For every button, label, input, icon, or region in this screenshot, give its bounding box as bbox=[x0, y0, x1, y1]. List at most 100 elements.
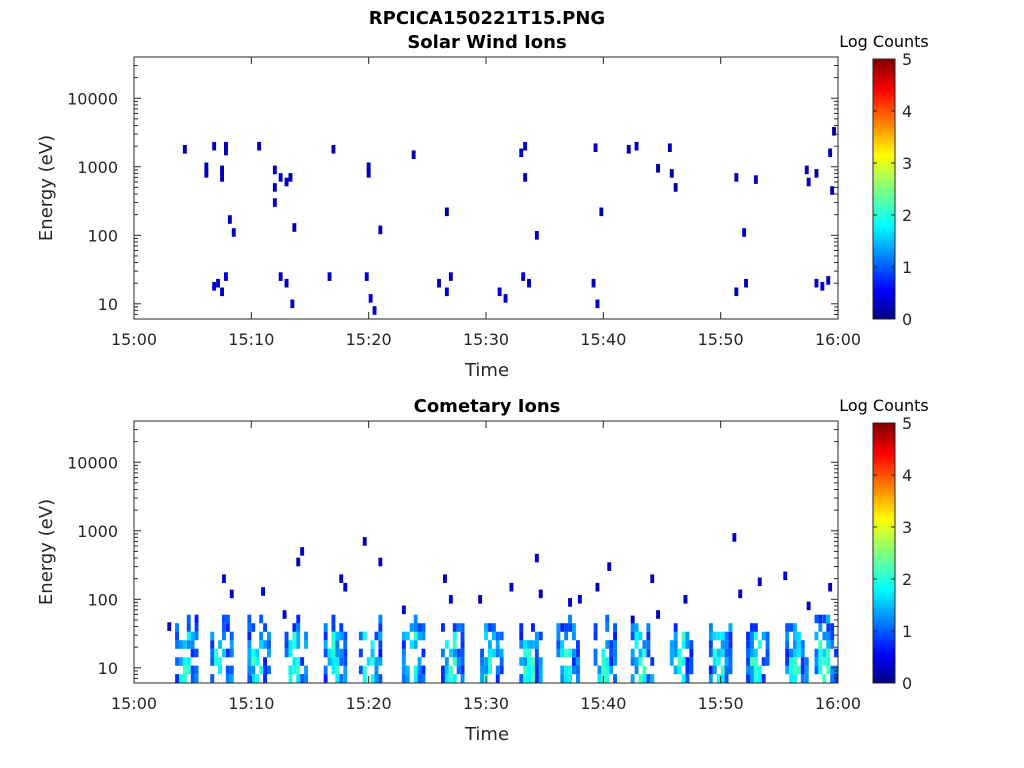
heatmap-cell bbox=[452, 640, 457, 649]
heatmap-cell bbox=[441, 674, 445, 683]
colorbar-label: Log Counts bbox=[839, 32, 929, 51]
heatmap-cell bbox=[753, 648, 758, 658]
heatmap-cell bbox=[263, 623, 267, 632]
heatmap-cell bbox=[374, 657, 379, 666]
heatmap-cell bbox=[568, 598, 572, 607]
heatmap-cell bbox=[335, 674, 340, 683]
heatmap-cell bbox=[175, 640, 179, 649]
heatmap-cell bbox=[806, 601, 811, 611]
heatmap-cell bbox=[499, 657, 504, 666]
x-tick-label: 15:00 bbox=[111, 330, 157, 349]
heatmap-cell bbox=[288, 674, 293, 683]
heatmap-cell bbox=[832, 127, 836, 136]
heatmap-cell bbox=[712, 631, 717, 641]
heatmap-cell bbox=[339, 631, 344, 641]
heatmap-cell bbox=[214, 657, 219, 666]
heatmap-cell bbox=[724, 665, 729, 675]
heatmap-cell bbox=[182, 674, 187, 683]
heatmap-cell bbox=[288, 173, 293, 182]
heatmap-cell bbox=[495, 631, 500, 641]
heatmap-cell bbox=[634, 623, 639, 632]
heatmap-cell bbox=[267, 640, 271, 649]
heatmap-cell bbox=[229, 640, 234, 649]
heatmap-cell bbox=[538, 657, 543, 666]
heatmap-cell bbox=[605, 674, 610, 683]
heatmap-cell bbox=[607, 562, 612, 571]
heatmap-cell bbox=[519, 623, 524, 632]
heatmap-cell bbox=[534, 231, 539, 240]
heatmap-cell bbox=[292, 223, 297, 232]
heatmap-cell bbox=[720, 674, 725, 683]
heatmap-cell bbox=[194, 665, 199, 675]
heatmap-cell bbox=[292, 640, 297, 649]
heatmap-cell bbox=[568, 665, 572, 675]
heatmap-cell bbox=[296, 674, 301, 683]
heatmap-cell bbox=[753, 657, 758, 666]
heatmap-cell bbox=[405, 631, 410, 641]
heatmap-cell bbox=[251, 674, 256, 683]
heatmap-cell bbox=[789, 657, 793, 666]
heatmap-cell bbox=[218, 657, 222, 666]
heatmap-cell bbox=[804, 165, 809, 175]
heatmap-cell bbox=[409, 623, 414, 632]
heatmap-cell bbox=[413, 674, 418, 683]
heatmap-cell bbox=[175, 674, 179, 683]
heatmap-cell bbox=[343, 657, 348, 666]
heatmap-cell bbox=[804, 657, 809, 666]
colorbar-ticks: 0 1 2 3 4 5 bbox=[873, 414, 912, 693]
heatmap-cell bbox=[186, 631, 191, 641]
axes: 15:00 15:10 15:20 15:30 15:40 15:50 16:00 10 100… bbox=[67, 420, 861, 713]
heatmap-cell bbox=[441, 648, 445, 658]
heatmap-cell bbox=[796, 648, 801, 658]
heatmap-cell bbox=[785, 657, 790, 666]
heatmap-cell bbox=[793, 631, 797, 641]
heatmap-cell bbox=[685, 674, 690, 683]
heatmap-cell bbox=[765, 648, 770, 658]
heatmap-cell bbox=[225, 648, 230, 658]
heatmap-cell bbox=[789, 674, 793, 683]
heatmap-cell bbox=[630, 631, 635, 641]
heatmap-cell bbox=[296, 631, 301, 641]
heatmap-cell bbox=[179, 674, 183, 683]
heatmap-cell bbox=[734, 287, 739, 297]
heatmap-cell bbox=[296, 557, 301, 567]
heatmap-cell bbox=[593, 657, 598, 666]
heatmap-cell bbox=[576, 640, 580, 649]
heatmap-cell bbox=[292, 665, 297, 675]
heatmap-cell bbox=[560, 640, 565, 649]
heatmap-cell bbox=[327, 657, 332, 666]
heatmap-cell bbox=[785, 648, 790, 658]
heatmap-cell bbox=[689, 657, 694, 666]
heatmap-cell bbox=[601, 648, 606, 658]
heatmap-cell bbox=[405, 665, 410, 675]
heatmap-cell bbox=[491, 631, 496, 641]
heatmap-cell bbox=[523, 640, 528, 649]
heatmap-cell bbox=[523, 648, 528, 658]
heatmap-cell bbox=[826, 640, 831, 649]
heatmap-cell bbox=[190, 648, 195, 658]
x-tick-label: 15:50 bbox=[698, 694, 744, 713]
colorbar-tick-label: 4 bbox=[902, 102, 912, 121]
colorbar-tick-label: 2 bbox=[902, 206, 912, 225]
heatmap-cell bbox=[804, 674, 809, 683]
heatmap-cell bbox=[826, 631, 831, 641]
heatmap-cell bbox=[444, 657, 449, 666]
heatmap-cell bbox=[304, 631, 308, 641]
heatmap-cell bbox=[272, 183, 277, 192]
heatmap-cell bbox=[689, 648, 694, 658]
heatmap-cell bbox=[212, 141, 217, 151]
heatmap-cell bbox=[417, 631, 422, 641]
heatmap-cell bbox=[175, 631, 179, 641]
heatmap-cell bbox=[746, 640, 750, 649]
heatmap-cell bbox=[834, 648, 838, 658]
heatmap-cell bbox=[488, 640, 492, 649]
heatmap-cell bbox=[814, 648, 819, 658]
heatmap-cell bbox=[800, 665, 805, 675]
heatmap-cell bbox=[259, 640, 264, 649]
y-tick-label: 10 bbox=[98, 659, 118, 678]
heatmap-cell bbox=[417, 665, 422, 675]
heatmap-cell bbox=[331, 631, 336, 641]
heatmap-cell bbox=[634, 665, 639, 675]
x-tick-label: 16:00 bbox=[815, 694, 861, 713]
heatmap-cell bbox=[378, 640, 383, 649]
